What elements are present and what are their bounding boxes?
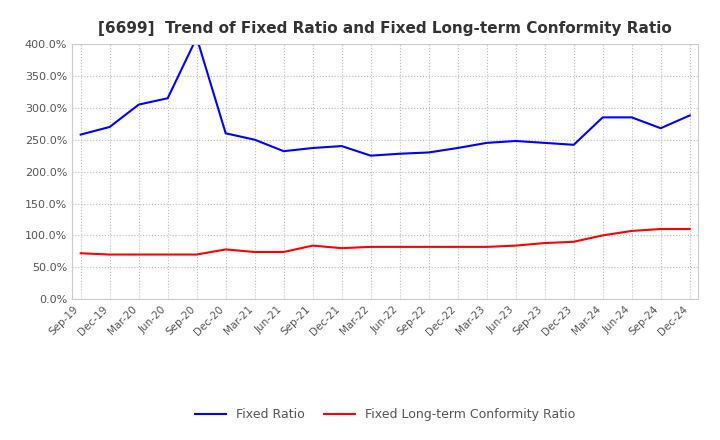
Fixed Ratio: [135, 102, 143, 107]
Fixed Long-term Conformity Ratio: [366, 244, 375, 249]
Fixed Ratio: [221, 131, 230, 136]
Fixed Ratio: [541, 140, 549, 146]
Fixed Long-term Conformity Ratio: [76, 251, 85, 256]
Fixed Ratio: [570, 142, 578, 147]
Fixed Ratio: [163, 95, 172, 101]
Fixed Long-term Conformity Ratio: [511, 243, 520, 248]
Legend: Fixed Ratio, Fixed Long-term Conformity Ratio: Fixed Ratio, Fixed Long-term Conformity …: [190, 403, 580, 425]
Fixed Ratio: [192, 35, 201, 40]
Fixed Long-term Conformity Ratio: [251, 249, 259, 255]
Fixed Long-term Conformity Ratio: [598, 233, 607, 238]
Line: Fixed Ratio: Fixed Ratio: [81, 37, 690, 156]
Fixed Ratio: [105, 124, 114, 129]
Fixed Ratio: [338, 143, 346, 149]
Fixed Ratio: [511, 138, 520, 143]
Fixed Ratio: [366, 153, 375, 158]
Fixed Ratio: [424, 150, 433, 155]
Fixed Long-term Conformity Ratio: [482, 244, 491, 249]
Fixed Long-term Conformity Ratio: [221, 247, 230, 252]
Fixed Long-term Conformity Ratio: [685, 226, 694, 231]
Fixed Ratio: [598, 115, 607, 120]
Fixed Long-term Conformity Ratio: [627, 228, 636, 234]
Title: [6699]  Trend of Fixed Ratio and Fixed Long-term Conformity Ratio: [6699] Trend of Fixed Ratio and Fixed Lo…: [99, 21, 672, 36]
Fixed Long-term Conformity Ratio: [657, 226, 665, 231]
Fixed Long-term Conformity Ratio: [105, 252, 114, 257]
Fixed Ratio: [627, 115, 636, 120]
Fixed Long-term Conformity Ratio: [338, 246, 346, 251]
Fixed Long-term Conformity Ratio: [135, 252, 143, 257]
Fixed Long-term Conformity Ratio: [308, 243, 317, 248]
Fixed Ratio: [482, 140, 491, 146]
Fixed Long-term Conformity Ratio: [424, 244, 433, 249]
Fixed Ratio: [279, 149, 288, 154]
Fixed Long-term Conformity Ratio: [279, 249, 288, 255]
Fixed Long-term Conformity Ratio: [395, 244, 404, 249]
Line: Fixed Long-term Conformity Ratio: Fixed Long-term Conformity Ratio: [81, 229, 690, 254]
Fixed Long-term Conformity Ratio: [454, 244, 462, 249]
Fixed Ratio: [685, 113, 694, 118]
Fixed Long-term Conformity Ratio: [541, 240, 549, 246]
Fixed Ratio: [454, 145, 462, 150]
Fixed Long-term Conformity Ratio: [163, 252, 172, 257]
Fixed Long-term Conformity Ratio: [192, 252, 201, 257]
Fixed Ratio: [251, 137, 259, 142]
Fixed Ratio: [308, 145, 317, 150]
Fixed Ratio: [395, 151, 404, 156]
Fixed Ratio: [657, 125, 665, 131]
Fixed Long-term Conformity Ratio: [570, 239, 578, 245]
Fixed Ratio: [76, 132, 85, 137]
